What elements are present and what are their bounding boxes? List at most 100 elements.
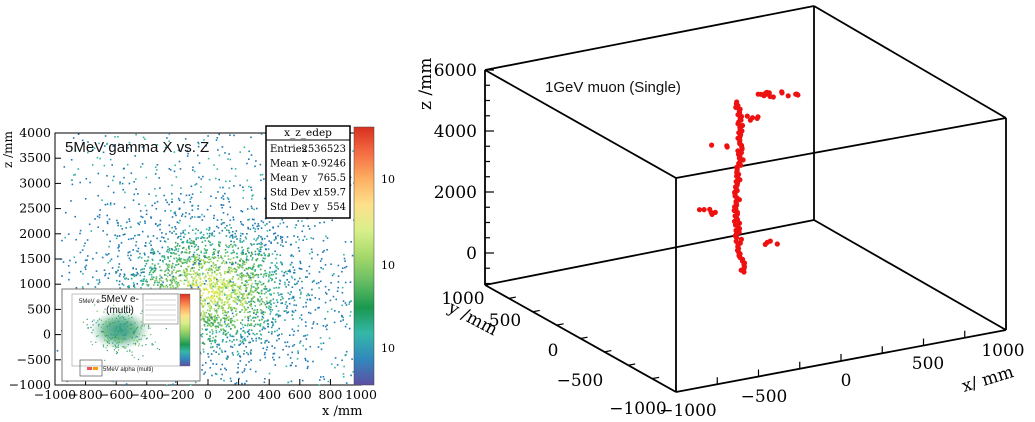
deposit-point (166, 264, 169, 267)
deposit-point (220, 281, 222, 284)
deposit-point (324, 264, 327, 266)
deposit-point (218, 287, 220, 290)
deposit-point (244, 302, 247, 305)
deposit-point (145, 280, 147, 283)
deposit-point (229, 261, 231, 264)
inset-annotation: 5MeV e-(multi) (101, 294, 139, 316)
deposit-point (246, 335, 249, 338)
deposit-point (239, 235, 242, 237)
deposit-point (239, 356, 242, 358)
deposit-point (246, 351, 248, 354)
deposit-point (291, 277, 294, 279)
deposit-point (166, 137, 168, 139)
deposit-point (221, 146, 224, 148)
deposit-point (148, 284, 150, 286)
deposit-point (275, 236, 277, 238)
deposit-point (320, 258, 323, 260)
deposit-point (251, 268, 254, 271)
stats-label: Entries (270, 144, 307, 155)
deposit-point (195, 244, 198, 246)
inset-point (135, 337, 137, 339)
deposit-point (221, 290, 223, 293)
deposit-point (234, 291, 236, 293)
deposit-point (291, 362, 293, 364)
deposit-point (246, 255, 248, 258)
deposit-point (216, 288, 219, 290)
deposit-point (219, 241, 221, 244)
deposit-point (265, 248, 267, 251)
deposit-point (163, 256, 166, 259)
deposit-point (168, 140, 170, 142)
deposit-point (307, 365, 309, 368)
inset-point (130, 336, 132, 338)
deposit-point (225, 287, 227, 289)
deposit-point (169, 209, 172, 212)
inset-point (82, 321, 84, 323)
inset-point (134, 331, 136, 333)
deposit-point (144, 220, 146, 222)
deposit-point (225, 317, 227, 320)
deposit-point (252, 340, 254, 342)
deposit-point (213, 264, 216, 267)
inset-point (111, 331, 113, 333)
deposit-point (272, 353, 275, 355)
deposit-point (206, 232, 209, 235)
inset-point (138, 338, 140, 341)
y-tick-label: 2000 (19, 226, 51, 241)
deposit-point (209, 335, 211, 337)
deposit-point (61, 239, 63, 242)
deposit-point (234, 175, 237, 177)
deposit-point (143, 278, 145, 280)
deposit-point (308, 272, 311, 275)
deposit-point (231, 307, 233, 309)
deposit-point (227, 271, 229, 273)
deposit-point (202, 234, 205, 236)
inset-point (115, 326, 117, 328)
inset-point (98, 323, 100, 325)
deposit-point (118, 245, 120, 248)
deposit-point (245, 280, 247, 282)
deposit-point (298, 250, 301, 252)
deposit-point (262, 282, 265, 285)
deposit-point (293, 235, 295, 237)
deposit-point (218, 268, 221, 271)
deposit-point (234, 236, 236, 238)
deposit-point (217, 269, 219, 272)
deposit-point (298, 267, 301, 270)
deposit-point (211, 287, 213, 289)
inset-point (123, 323, 125, 325)
deposit-point (324, 301, 327, 304)
deposit-point (207, 320, 209, 322)
deposit-point (208, 228, 211, 230)
inset-point (141, 310, 143, 312)
deposit-point (154, 269, 157, 271)
inset-point (110, 333, 112, 336)
deposit-point (205, 250, 208, 252)
deposit-point (262, 313, 265, 316)
deposit-point (202, 300, 204, 302)
deposit-point (203, 351, 205, 353)
inset-point (105, 347, 107, 349)
deposit-point (203, 318, 205, 320)
deposit-point (344, 325, 347, 328)
deposit-point (194, 277, 196, 279)
deposit-point (340, 320, 342, 322)
deposit-point (67, 265, 70, 267)
deposit-point (296, 282, 298, 285)
z-tick-label: 2000 (434, 183, 477, 203)
deposit-point (251, 307, 254, 310)
inset-point (165, 328, 167, 330)
deposit-point (181, 247, 184, 250)
deposit-point (241, 241, 244, 243)
deposit-point (350, 374, 352, 377)
deposit-point (228, 187, 231, 189)
deposit-point (235, 297, 237, 299)
deposit-point (323, 221, 325, 224)
inset-point (138, 345, 140, 347)
deposit-point (297, 280, 299, 283)
x-tick-label: −500 (741, 387, 788, 407)
deposit-point (106, 220, 109, 223)
deposit-point (311, 294, 313, 296)
deposit-point (215, 290, 218, 293)
deposit-point (201, 364, 204, 366)
